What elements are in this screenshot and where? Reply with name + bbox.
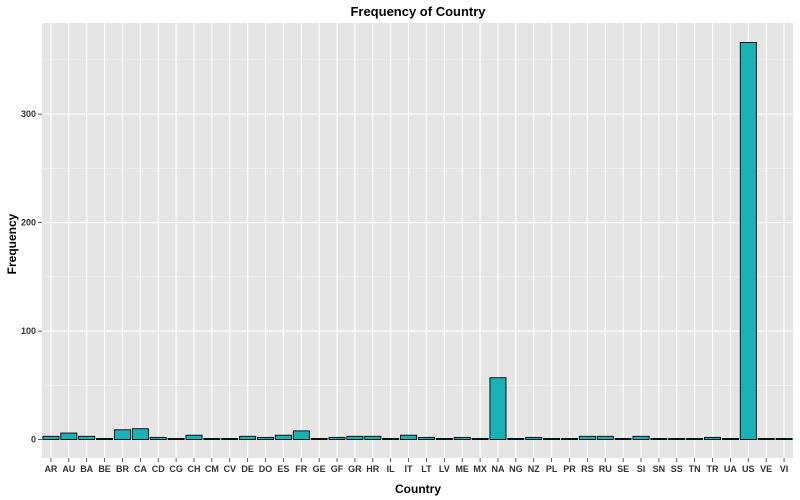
bar-CM (203, 438, 221, 441)
x-tick-label: BA (80, 464, 93, 474)
bar-BE (96, 438, 114, 441)
y-tick-label: 100 (21, 326, 36, 336)
x-tick-label: AR (44, 464, 57, 474)
bar-PR (560, 438, 578, 441)
x-tick-label: GF (331, 464, 344, 474)
bar-PL (543, 438, 561, 441)
bar-GE (310, 438, 328, 441)
bar-MX (471, 438, 489, 441)
bar-VI (775, 438, 793, 441)
x-tick-label: CM (205, 464, 219, 474)
grid-lines (42, 23, 793, 458)
x-tick-label: PL (546, 464, 558, 474)
bar-ES (274, 434, 292, 441)
bar-TR (704, 436, 722, 441)
y-tick-label: 200 (21, 218, 36, 228)
x-tick-label: SI (637, 464, 646, 474)
bar-SI (632, 435, 650, 441)
x-tick-label: LT (421, 464, 432, 474)
bar-SN (650, 438, 668, 441)
y-tick-label: 300 (21, 109, 36, 119)
bar-DO (257, 436, 275, 441)
x-tick-label: NA (491, 464, 504, 474)
bar-NZ (525, 436, 543, 441)
x-tick-label: VI (780, 464, 789, 474)
x-tick-label: CD (152, 464, 165, 474)
x-tick-label: GR (348, 464, 362, 474)
plot-panel (42, 23, 793, 458)
x-tick-label: BR (116, 464, 129, 474)
bar-RU (596, 435, 614, 441)
bar-IL (382, 438, 400, 441)
bar-LT (417, 436, 435, 441)
x-tick-label: CG (169, 464, 183, 474)
x-tick-label: US (742, 464, 755, 474)
y-axis-title: Frequency (5, 213, 19, 274)
bar-US (739, 42, 757, 441)
x-tick-label: IT (405, 464, 414, 474)
y-axis: 0 100 200 300 (21, 109, 42, 445)
x-tick-label: ES (277, 464, 289, 474)
bar-BA (78, 435, 96, 441)
x-axis-title: Country (395, 482, 441, 496)
x-tick-label: TR (707, 464, 719, 474)
x-tick-label: BE (98, 464, 111, 474)
bar-GF (328, 436, 346, 441)
x-tick-label: DO (259, 464, 273, 474)
bar-DE (239, 435, 257, 441)
x-tick-label: HR (366, 464, 379, 474)
bars (42, 42, 793, 441)
chart-title: Frequency of Country (350, 4, 486, 19)
bar-GR (346, 435, 364, 441)
bar-SS (668, 438, 686, 441)
bar-RS (578, 435, 596, 441)
bar-TN (686, 438, 704, 441)
x-tick-label: PR (563, 464, 576, 474)
bar-BR (113, 429, 131, 441)
bar-HR (364, 435, 382, 441)
x-tick-label: RS (581, 464, 594, 474)
bar-CD (149, 436, 167, 441)
x-tick-label: CA (134, 464, 147, 474)
x-tick-label: NG (509, 464, 523, 474)
x-tick-label: VE (760, 464, 772, 474)
x-tick-label: CH (187, 464, 200, 474)
x-tick-label: GE (313, 464, 326, 474)
x-tick-label: AU (62, 464, 75, 474)
x-tick-label: CV (223, 464, 236, 474)
bar-CV (221, 438, 239, 441)
bar-NG (507, 438, 525, 441)
x-tick-label: TN (689, 464, 701, 474)
x-tick-label: MX (473, 464, 487, 474)
bar-LV (435, 438, 453, 441)
bar-CG (167, 438, 185, 441)
bar-CH (185, 434, 203, 441)
x-tick-label: SE (617, 464, 629, 474)
x-tick-label: UA (724, 464, 737, 474)
x-tick-label: LV (439, 464, 450, 474)
bar-AR (42, 435, 60, 441)
y-tick-label: 0 (31, 435, 36, 445)
x-tick-label: DE (241, 464, 254, 474)
bar-FR (292, 430, 310, 441)
bar-VE (757, 438, 775, 441)
x-tick-label: IL (387, 464, 396, 474)
x-tick-label: ME (455, 464, 469, 474)
bar-NA (489, 377, 507, 441)
bar-AU (60, 432, 78, 441)
x-tick-label: RU (599, 464, 612, 474)
x-tick-label: FR (295, 464, 307, 474)
bar-UA (721, 438, 739, 441)
bar-IT (400, 434, 418, 441)
x-tick-label: SS (671, 464, 683, 474)
x-tick-label: SN (653, 464, 666, 474)
bar-ME (453, 436, 471, 441)
bar-SE (614, 438, 632, 441)
x-axis: AR AU BA BE BR CA CD CG CH CM CV DE DO ES FR GE GF GR HR IL… (44, 458, 788, 474)
bar-CA (131, 428, 149, 441)
x-tick-label: NZ (528, 464, 540, 474)
